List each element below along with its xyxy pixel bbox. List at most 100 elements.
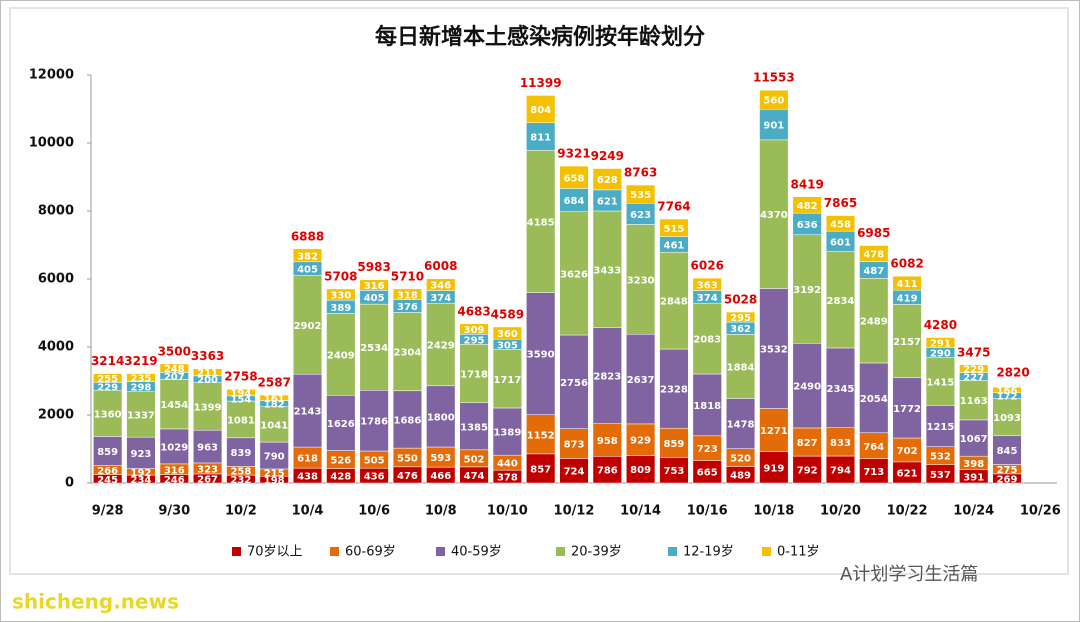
value-label: 623 bbox=[630, 210, 651, 221]
bar-segment bbox=[559, 458, 589, 484]
value-label: 1415 bbox=[926, 377, 954, 388]
value-label: 232 bbox=[230, 475, 251, 486]
x-tick-label: 10/2 bbox=[225, 504, 257, 519]
bar-segment bbox=[759, 89, 789, 110]
bar-segment bbox=[692, 277, 722, 291]
value-label: 601 bbox=[830, 237, 851, 248]
value-label: 618 bbox=[297, 454, 318, 465]
value-label: 458 bbox=[830, 219, 851, 230]
bar-segment bbox=[592, 327, 622, 424]
bar-segment bbox=[93, 389, 123, 437]
value-label: 362 bbox=[730, 324, 751, 335]
value-label: 266 bbox=[97, 466, 118, 477]
bar-segment bbox=[992, 386, 1022, 394]
total-label: 11553 bbox=[753, 71, 795, 85]
total-label: 8419 bbox=[790, 177, 823, 191]
bar-segment bbox=[459, 344, 489, 403]
bar-segment bbox=[825, 347, 856, 428]
value-label: 376 bbox=[397, 302, 418, 313]
bar-segment bbox=[659, 427, 689, 458]
total-label: 7865 bbox=[824, 196, 857, 210]
value-label: 790 bbox=[264, 452, 285, 463]
value-label: 1029 bbox=[160, 442, 188, 453]
bar-segment bbox=[859, 458, 889, 484]
bar-segment bbox=[526, 414, 556, 455]
value-label: 827 bbox=[797, 438, 818, 449]
x-tick-label: 10/12 bbox=[554, 504, 595, 519]
total-label: 6888 bbox=[291, 229, 324, 243]
value-label: 3230 bbox=[627, 275, 655, 286]
total-label: 4280 bbox=[924, 318, 957, 332]
value-label: 234 bbox=[131, 475, 152, 486]
total-label: 6008 bbox=[424, 259, 457, 273]
value-label: 215 bbox=[264, 469, 285, 480]
value-label: 1337 bbox=[127, 410, 155, 421]
bar-segment bbox=[759, 139, 789, 289]
bar-segment bbox=[659, 251, 689, 350]
value-label: 702 bbox=[897, 446, 918, 457]
bar-segment bbox=[792, 455, 822, 484]
bar-segment bbox=[959, 380, 989, 421]
value-label: 290 bbox=[930, 348, 951, 359]
value-label: 502 bbox=[464, 454, 485, 465]
value-label: 1454 bbox=[160, 400, 188, 411]
value-label: 1800 bbox=[427, 412, 455, 423]
bar-segment bbox=[825, 215, 856, 232]
value-label: 2328 bbox=[660, 385, 688, 396]
value-label: 2823 bbox=[593, 372, 621, 383]
value-label: 764 bbox=[863, 442, 884, 453]
value-label: 316 bbox=[364, 281, 385, 292]
value-label: 929 bbox=[630, 436, 651, 447]
value-label: 154 bbox=[230, 394, 251, 405]
value-label: 374 bbox=[430, 293, 451, 304]
value-label: 2345 bbox=[827, 384, 855, 395]
x-tick-label: 10/18 bbox=[753, 504, 794, 519]
value-label: 1478 bbox=[727, 420, 755, 431]
y-tick-label: 8000 bbox=[38, 204, 74, 219]
y-tick-label: 12000 bbox=[29, 68, 74, 83]
bar-segment bbox=[292, 373, 323, 448]
value-label: 1818 bbox=[693, 401, 721, 412]
value-label: 3590 bbox=[527, 350, 555, 361]
bar-segment bbox=[825, 455, 856, 484]
total-label: 5028 bbox=[724, 293, 757, 307]
total-label: 3500 bbox=[158, 345, 191, 359]
bar-segment bbox=[326, 313, 356, 396]
bar-segment bbox=[725, 334, 756, 399]
value-label: 1215 bbox=[926, 422, 954, 433]
total-label: 2758 bbox=[224, 370, 257, 384]
value-label: 1389 bbox=[493, 428, 521, 439]
value-label: 489 bbox=[730, 471, 751, 482]
x-tick-label: 10/26 bbox=[1020, 504, 1061, 519]
bar-segment bbox=[492, 326, 522, 340]
value-label: 1385 bbox=[460, 422, 488, 433]
value-label: 1686 bbox=[394, 415, 422, 426]
bar-segment bbox=[592, 168, 622, 191]
bar-segment bbox=[992, 398, 1022, 437]
total-label: 5708 bbox=[324, 269, 357, 283]
value-label: 839 bbox=[230, 448, 251, 459]
value-label: 419 bbox=[897, 293, 918, 304]
value-label: 2637 bbox=[627, 375, 655, 386]
x-tick-label: 9/30 bbox=[158, 504, 190, 519]
value-label: 346 bbox=[430, 281, 451, 292]
y-tick-label: 0 bbox=[65, 476, 74, 491]
value-label: 833 bbox=[830, 438, 851, 449]
value-label: 411 bbox=[897, 279, 918, 290]
bar-segment bbox=[792, 427, 822, 457]
value-label: 535 bbox=[630, 190, 651, 201]
legend-swatch bbox=[762, 547, 771, 556]
value-label: 1152 bbox=[527, 430, 555, 441]
value-label: 963 bbox=[197, 443, 218, 454]
value-label: 258 bbox=[230, 467, 251, 478]
value-label: 248 bbox=[164, 364, 185, 375]
value-label: 1163 bbox=[960, 396, 988, 407]
value-label: 532 bbox=[930, 452, 951, 463]
value-label: 2409 bbox=[327, 350, 355, 361]
value-label: 1041 bbox=[260, 420, 288, 431]
total-label: 4683 bbox=[457, 304, 490, 318]
value-label: 330 bbox=[330, 291, 351, 302]
value-label: 526 bbox=[330, 456, 351, 467]
value-label: 723 bbox=[697, 444, 718, 455]
